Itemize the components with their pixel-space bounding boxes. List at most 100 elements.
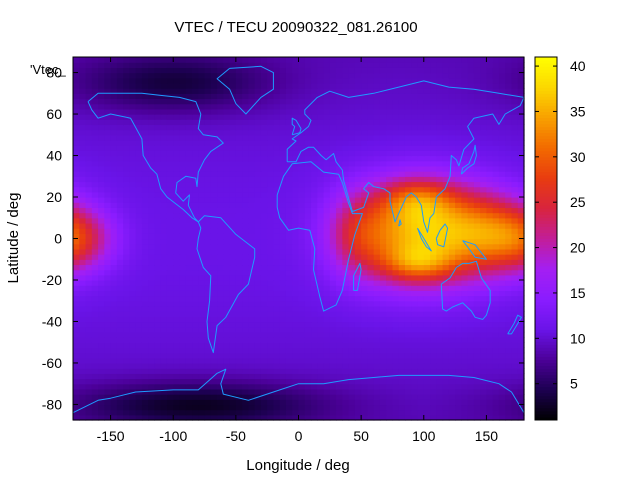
heatmap-cell: [154, 197, 162, 203]
heatmap-cell: [323, 331, 331, 338]
heatmap-cell: [279, 305, 287, 312]
heatmap-cell: [267, 202, 275, 208]
heatmap-cell: [298, 383, 306, 390]
heatmap-cell: [392, 259, 400, 266]
heatmap-cell: [292, 331, 300, 338]
heatmap-cell: [404, 233, 412, 240]
heatmap-cell: [467, 300, 475, 307]
heatmap-cell: [323, 207, 331, 214]
heatmap-cell: [135, 285, 143, 291]
heatmap-cell: [110, 62, 118, 68]
heatmap-cell: [260, 129, 268, 136]
heatmap-cell: [323, 254, 331, 260]
heatmap-cell: [110, 243, 118, 250]
heatmap-cell: [467, 362, 475, 369]
heatmap-cell: [492, 342, 500, 348]
heatmap-cell: [467, 82, 475, 89]
heatmap-cell: [285, 212, 293, 219]
heatmap-cell: [373, 357, 381, 364]
heatmap-cell: [148, 197, 156, 203]
heatmap-cell: [411, 191, 419, 198]
heatmap-cell: [91, 57, 99, 63]
heatmap-cell: [467, 176, 475, 183]
heatmap-cell: [135, 77, 143, 84]
heatmap-cell: [411, 269, 419, 276]
heatmap-cell: [411, 274, 419, 281]
heatmap-cell: [104, 139, 112, 146]
heatmap-cell: [185, 114, 193, 120]
heatmap-cell: [235, 57, 243, 63]
heatmap-cell: [292, 279, 300, 286]
heatmap-cell: [166, 77, 174, 84]
heatmap-cell: [430, 114, 437, 120]
heatmap-cell: [229, 347, 237, 354]
heatmap-cell: [323, 399, 331, 406]
heatmap-cell: [354, 238, 362, 245]
heatmap-cell: [141, 357, 149, 364]
heatmap-cell: [342, 202, 350, 208]
heatmap-cell: [455, 62, 462, 68]
heatmap-cell: [361, 103, 368, 110]
heatmap-cell: [354, 88, 362, 94]
heatmap-cell: [91, 342, 99, 348]
heatmap-cell: [141, 176, 149, 183]
heatmap-cell: [198, 269, 206, 276]
heatmap-cell: [361, 165, 368, 172]
heatmap-cell: [336, 202, 343, 208]
heatmap-cell: [85, 114, 93, 120]
heatmap-cell: [304, 285, 312, 291]
heatmap-cell: [254, 300, 262, 307]
heatmap-cell: [223, 264, 231, 271]
heatmap-cell: [279, 326, 287, 333]
heatmap-cell: [129, 357, 137, 364]
heatmap-cell: [298, 337, 306, 343]
heatmap-cell: [411, 404, 419, 411]
heatmap-cell: [411, 279, 419, 286]
heatmap-cell: [166, 394, 174, 400]
heatmap-cell: [436, 414, 444, 421]
heatmap-cell: [79, 82, 87, 89]
heatmap-cell: [386, 383, 394, 390]
heatmap-cell: [411, 119, 419, 126]
heatmap-cell: [473, 212, 481, 219]
heatmap-cell: [430, 191, 437, 198]
heatmap-cell: [285, 414, 293, 421]
heatmap-cell: [342, 279, 350, 286]
heatmap-cell: [329, 409, 337, 416]
heatmap-cell: [404, 145, 412, 151]
heatmap-cell: [436, 388, 444, 395]
heatmap-cell: [436, 259, 444, 266]
heatmap-cell: [242, 321, 249, 328]
heatmap-cell: [160, 165, 168, 172]
heatmap-cell: [166, 399, 174, 406]
heatmap-cell: [317, 155, 325, 162]
heatmap-cell: [317, 202, 325, 208]
heatmap-cell: [260, 342, 268, 348]
heatmap-cell: [204, 243, 212, 250]
heatmap-cell: [423, 202, 431, 208]
heatmap-cell: [423, 305, 431, 312]
heatmap-cell: [342, 134, 350, 141]
heatmap-cell: [223, 238, 231, 245]
heatmap-cell: [311, 93, 318, 100]
heatmap-cell: [160, 274, 168, 281]
heatmap-cell: [342, 171, 350, 177]
heatmap-cell: [110, 171, 118, 177]
heatmap-cell: [505, 176, 513, 183]
heatmap-cell: [204, 290, 212, 297]
heatmap-cell: [267, 383, 275, 390]
heatmap-cell: [210, 82, 218, 89]
heatmap-cell: [398, 150, 406, 157]
heatmap-cell: [480, 129, 488, 136]
heatmap-cell: [91, 217, 99, 224]
heatmap-cell: [104, 62, 112, 68]
heatmap-cell: [285, 326, 293, 333]
heatmap-cell: [298, 114, 306, 120]
heatmap-cell: [311, 155, 318, 162]
heatmap-cell: [298, 414, 306, 421]
heatmap-cell: [254, 388, 262, 395]
heatmap-cell: [404, 82, 412, 89]
heatmap-cell: [185, 388, 193, 395]
heatmap-cell: [480, 285, 488, 291]
heatmap-cell: [430, 181, 437, 188]
